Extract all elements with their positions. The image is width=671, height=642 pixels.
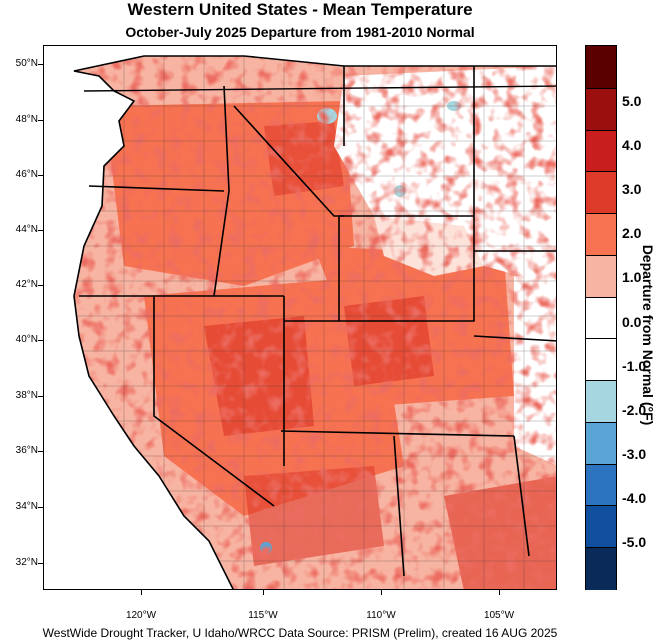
international-border (83, 85, 556, 92)
legend-swatch (586, 87, 616, 131)
legend-swatch (586, 547, 616, 590)
lon-label-120: 120°W (125, 610, 157, 621)
lat-label-32: 32°N (15, 557, 38, 568)
lat-label-40: 40°N (15, 334, 38, 345)
lat-label-46: 46°N (15, 169, 38, 180)
legend-swatch (586, 254, 616, 298)
legend-swatch (586, 421, 616, 465)
lat-label-34: 34°N (15, 501, 38, 512)
lat-label-36: 36°N (15, 445, 38, 456)
map-title: Western United States - Mean Temperature (127, 0, 473, 19)
legend-label: -2.0 (622, 402, 647, 418)
legend-swatch (586, 46, 616, 88)
data-source-credit: WestWide Drought Tracker, U Idaho/WRCC D… (42, 626, 558, 640)
lon-label-110: 110°W (366, 610, 396, 621)
state-boundaries (79, 66, 556, 577)
lat-label-42: 42°N (15, 279, 38, 290)
land-area (74, 56, 556, 589)
county-lines (74, 56, 556, 589)
legend-label: -5.0 (622, 534, 647, 550)
legend-label: 2.0 (622, 225, 642, 241)
legend-swatch (586, 296, 616, 340)
legend-colorbar (585, 45, 617, 590)
legend-label: 3.0 (622, 181, 642, 197)
lat-label-50: 50°N (15, 58, 38, 69)
legend-label: 0.0 (622, 314, 642, 330)
legend-label: 4.0 (622, 137, 642, 153)
legend-swatch (586, 213, 616, 256)
lon-label-115: 115°W (248, 610, 278, 621)
map-svg (44, 46, 556, 589)
legend-label: 1.0 (622, 269, 642, 285)
legend-swatch (586, 463, 616, 507)
legend-label: 5.0 (622, 93, 642, 109)
legend-swatch (586, 338, 616, 382)
lat-label-38: 38°N (15, 390, 38, 401)
legend-swatch (586, 505, 616, 549)
lat-label-48: 48°N (15, 114, 38, 125)
legend-swatch (586, 171, 616, 215)
lat-label-44: 44°N (15, 224, 38, 235)
legend-swatch (586, 380, 616, 423)
legend-title: Departure from Normal (°F) (640, 244, 656, 426)
lon-label-105: 105°W (483, 610, 515, 621)
legend-swatch (586, 129, 616, 173)
legend-label: -3.0 (622, 446, 647, 462)
legend-label: -4.0 (622, 490, 647, 506)
map-subtitle: October-July 2025 Departure from 1981-20… (125, 24, 475, 40)
temperature-departure-map (43, 45, 557, 590)
legend-label: -1.0 (622, 358, 647, 374)
